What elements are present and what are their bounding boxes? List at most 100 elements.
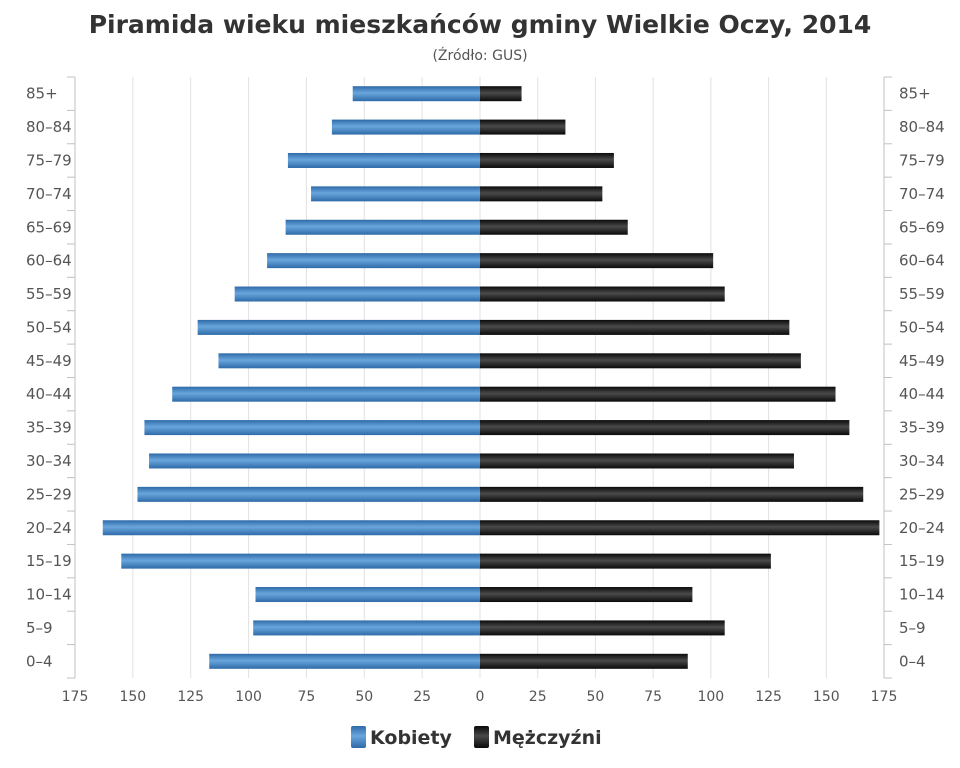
bar-kobiety bbox=[218, 353, 480, 369]
category-label-right: 85+ bbox=[899, 85, 931, 103]
category-label-right: 60–64 bbox=[899, 252, 945, 270]
category-label-right: 45–49 bbox=[899, 352, 945, 370]
axes bbox=[67, 76, 892, 679]
chart-title: Piramida wieku mieszkańców gminy Wielkie… bbox=[89, 10, 872, 39]
category-label-right: 15–19 bbox=[899, 552, 945, 570]
bar-mezczyzni bbox=[480, 86, 522, 102]
bar-mezczyzni bbox=[480, 286, 725, 302]
legend-swatch-mezczyzni bbox=[474, 726, 489, 748]
category-label-left: 20–24 bbox=[26, 519, 72, 537]
category-label-left: 50–54 bbox=[26, 318, 72, 336]
bar-mezczyzni bbox=[480, 219, 628, 235]
category-label-left: 55–59 bbox=[26, 285, 72, 303]
bar-mezczyzni bbox=[480, 587, 693, 603]
category-label-right: 65–69 bbox=[899, 218, 945, 236]
bar-mezczyzni bbox=[480, 353, 801, 369]
category-label-left: 70–74 bbox=[26, 185, 72, 203]
bar-mezczyzni bbox=[480, 319, 790, 335]
x-tick-label: 0 bbox=[476, 689, 485, 705]
category-label-right: 30–34 bbox=[899, 452, 945, 470]
bar-mezczyzni bbox=[480, 620, 725, 636]
x-tick-label: 25 bbox=[413, 689, 431, 705]
legend-label-mezczyzni: Mężczyźni bbox=[493, 727, 602, 749]
bar-mezczyzni bbox=[480, 520, 880, 536]
category-label-right: 80–84 bbox=[899, 118, 945, 136]
x-tick-label: 150 bbox=[119, 689, 146, 705]
bars bbox=[102, 86, 880, 669]
category-label-left: 10–14 bbox=[26, 586, 72, 604]
grid-lines bbox=[74, 77, 885, 678]
category-label-left: 40–44 bbox=[26, 385, 72, 403]
category-label-right: 40–44 bbox=[899, 385, 945, 403]
category-label-right: 10–14 bbox=[899, 586, 945, 604]
category-label-right: 50–54 bbox=[899, 318, 945, 336]
category-label-left: 80–84 bbox=[26, 118, 72, 136]
x-tick-label: 50 bbox=[587, 689, 605, 705]
category-label-left: 85+ bbox=[26, 85, 58, 103]
x-tick-label: 50 bbox=[355, 689, 373, 705]
x-tick-label: 150 bbox=[813, 689, 840, 705]
category-label-left: 65–69 bbox=[26, 218, 72, 236]
bar-mezczyzni bbox=[480, 386, 836, 402]
category-labels: 85+ 85+ 80–84 80–84 75–79 75–79 70–74 70–74 65–6… bbox=[26, 85, 945, 671]
category-label-left: 30–34 bbox=[26, 452, 72, 470]
bar-kobiety bbox=[234, 286, 480, 302]
bar-kobiety bbox=[209, 653, 480, 669]
bar-kobiety bbox=[331, 119, 480, 135]
x-tick-label: 175 bbox=[62, 689, 89, 705]
bar-kobiety bbox=[121, 553, 481, 569]
category-label-right: 25–29 bbox=[899, 485, 945, 503]
legend: Kobiety Mężczyźni bbox=[351, 726, 602, 749]
bar-kobiety bbox=[144, 420, 480, 436]
bar-kobiety bbox=[311, 186, 480, 202]
bar-kobiety bbox=[255, 587, 480, 603]
legend-swatch-kobiety bbox=[351, 726, 366, 748]
bar-mezczyzni bbox=[480, 119, 566, 135]
x-tick-label: 100 bbox=[697, 689, 724, 705]
chart-subtitle: (Źródło: GUS) bbox=[432, 46, 527, 64]
bar-mezczyzni bbox=[480, 253, 714, 269]
category-label-right: 20–24 bbox=[899, 519, 945, 537]
bar-kobiety bbox=[287, 152, 480, 168]
bar-mezczyzni bbox=[480, 420, 850, 436]
category-label-left: 0–4 bbox=[26, 652, 53, 670]
bar-mezczyzni bbox=[480, 186, 603, 202]
category-label-right: 75–79 bbox=[899, 151, 945, 169]
category-label-right: 55–59 bbox=[899, 285, 945, 303]
bar-kobiety bbox=[197, 319, 480, 335]
bar-mezczyzni bbox=[480, 653, 688, 669]
x-tick-label: 100 bbox=[235, 689, 262, 705]
bar-kobiety bbox=[102, 520, 481, 536]
x-tick-label: 125 bbox=[177, 689, 204, 705]
bar-kobiety bbox=[285, 219, 480, 235]
x-tick-label: 75 bbox=[298, 689, 316, 705]
category-label-right: 0–4 bbox=[899, 652, 926, 670]
category-label-left: 60–64 bbox=[26, 252, 72, 270]
category-label-left: 75–79 bbox=[26, 151, 72, 169]
bar-mezczyzni bbox=[480, 553, 771, 569]
category-label-right: 35–39 bbox=[899, 419, 945, 437]
bar-kobiety bbox=[149, 453, 481, 469]
x-tick-label: 75 bbox=[644, 689, 662, 705]
bar-kobiety bbox=[253, 620, 480, 636]
category-label-left: 15–19 bbox=[26, 552, 72, 570]
category-label-left: 25–29 bbox=[26, 485, 72, 503]
x-tick-label: 175 bbox=[871, 689, 898, 705]
bar-mezczyzni bbox=[480, 453, 794, 469]
legend-label-kobiety: Kobiety bbox=[370, 727, 453, 749]
category-label-right: 70–74 bbox=[899, 185, 945, 203]
bar-kobiety bbox=[137, 486, 480, 502]
bar-mezczyzni bbox=[480, 486, 864, 502]
bar-mezczyzni bbox=[480, 152, 614, 168]
bar-kobiety bbox=[267, 253, 480, 269]
bar-kobiety bbox=[352, 86, 480, 102]
category-label-left: 5–9 bbox=[26, 619, 53, 637]
category-label-right: 5–9 bbox=[899, 619, 926, 637]
bar-kobiety bbox=[172, 386, 480, 402]
x-tick-label: 125 bbox=[755, 689, 782, 705]
category-label-left: 35–39 bbox=[26, 419, 72, 437]
x-tick-labels: 175 150 125 100 75 50 25 0 25 50 75 100 125 150 175 bbox=[62, 689, 898, 705]
category-label-left: 45–49 bbox=[26, 352, 72, 370]
